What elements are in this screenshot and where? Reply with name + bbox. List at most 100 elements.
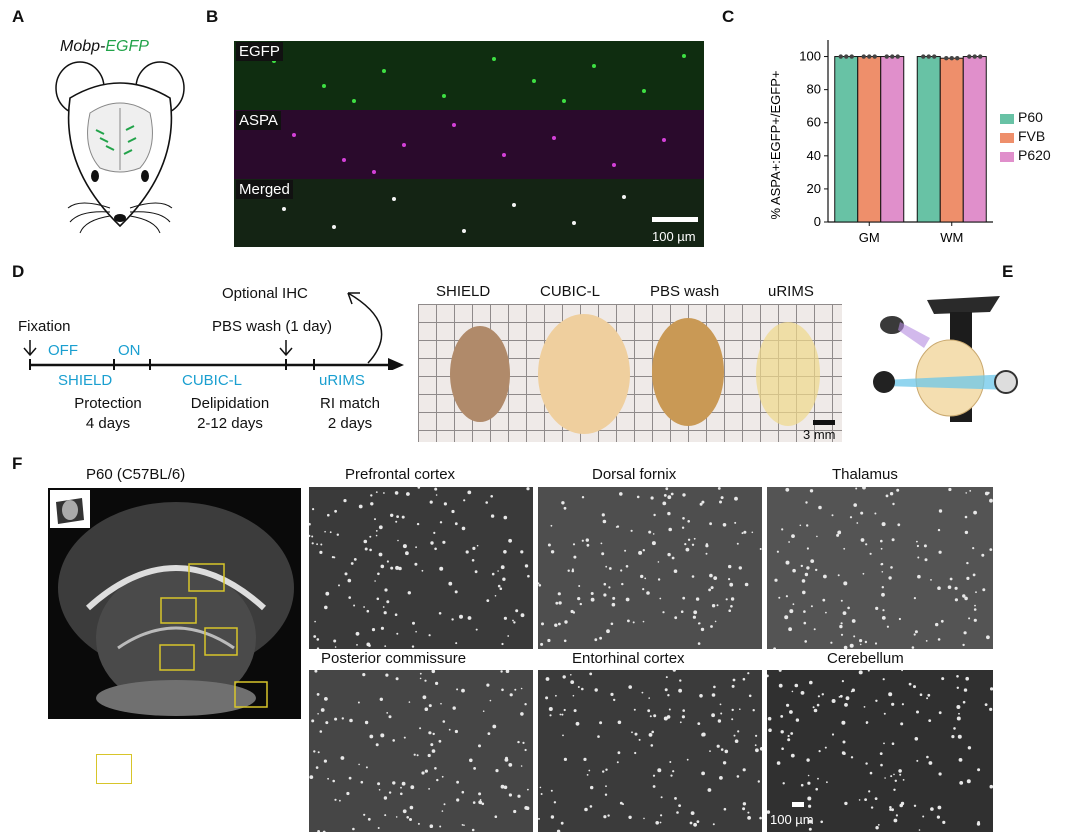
region-cells bbox=[538, 670, 762, 832]
stage-shield-action: Protection bbox=[74, 395, 142, 412]
legend-label: P620 bbox=[1018, 147, 1051, 163]
region-cells bbox=[538, 487, 762, 646]
photo-scalebar bbox=[813, 420, 835, 425]
chart-y-tick-label: 60 bbox=[807, 115, 821, 130]
stage-urims-duration: 2 days bbox=[327, 415, 373, 432]
egfp-cells bbox=[272, 54, 686, 103]
chart-bar bbox=[857, 56, 882, 223]
legend-swatch bbox=[1000, 114, 1014, 124]
stage-urims-desc: RI match 2 days bbox=[300, 394, 400, 434]
mouse-genotype-title: Mobp-EGFP bbox=[60, 38, 149, 56]
stage-shield-duration: 4 days bbox=[85, 415, 131, 432]
chart-y-tick-label: 80 bbox=[807, 82, 821, 97]
region-cells bbox=[309, 487, 530, 649]
on-label: ON bbox=[118, 342, 141, 359]
legend-label: P60 bbox=[1018, 109, 1043, 125]
brain-photos-grid bbox=[418, 304, 842, 442]
chart-y-axis-label: % ASPA+:EGFP+/EGFP+ bbox=[768, 71, 783, 220]
panel-label-d: D bbox=[12, 262, 25, 281]
chart-data-point bbox=[921, 54, 926, 59]
region-cells bbox=[773, 487, 993, 649]
chart-y-tick-label: 40 bbox=[807, 148, 821, 163]
region-image-fornix bbox=[538, 487, 762, 649]
stage-shield-name: SHIELD bbox=[58, 372, 113, 389]
panel-b-scalebar bbox=[652, 217, 698, 222]
region-image-entorhinal bbox=[538, 670, 762, 832]
mouse-head-illustration bbox=[55, 61, 185, 234]
chart-bars bbox=[834, 54, 987, 223]
overview-section-image bbox=[48, 488, 301, 719]
photo-label-urims: uRIMS bbox=[768, 283, 814, 300]
roi-box-cerebellum bbox=[96, 754, 132, 784]
chart-data-point bbox=[967, 54, 972, 59]
panel-label-c: C bbox=[722, 7, 735, 26]
aspa-cells bbox=[292, 123, 666, 174]
inset-thumbnail-art bbox=[56, 498, 84, 524]
panel-label-b: B bbox=[206, 7, 219, 26]
chart-bar bbox=[962, 56, 987, 223]
stage-urims-name: uRIMS bbox=[319, 372, 365, 389]
chart-data-point bbox=[867, 54, 872, 59]
photo-scalebar-label: 3 mm bbox=[803, 427, 836, 442]
chart-bar bbox=[939, 57, 964, 223]
merged-strip bbox=[234, 179, 704, 247]
panel-label-e: E bbox=[1002, 262, 1014, 281]
region-title-prefrontal: Prefrontal cortex bbox=[345, 466, 456, 483]
chart-data-point bbox=[955, 56, 960, 61]
pbs-wash-label: PBS wash (1 day) bbox=[212, 318, 333, 335]
chart-data-point bbox=[861, 54, 866, 59]
overview-scalebar-label: 1 mm bbox=[257, 809, 290, 824]
chart-bar bbox=[880, 56, 905, 223]
timeline-diagram bbox=[23, 292, 404, 370]
chart-y-tick-label: 0 bbox=[814, 214, 821, 229]
merged-label: Merged bbox=[236, 180, 293, 199]
legend-swatch bbox=[1000, 133, 1014, 143]
overview-title: P60 (C57BL/6) bbox=[86, 466, 186, 483]
inset-thumbnail bbox=[50, 490, 90, 528]
chart-data-point bbox=[926, 54, 931, 59]
stage-cubic-duration: 2-12 days bbox=[197, 415, 263, 432]
region-cells bbox=[309, 670, 530, 832]
region-title-posterior-commissure: Posterior commissure bbox=[321, 650, 467, 667]
chart-data-point bbox=[884, 54, 889, 59]
aspa-strip bbox=[234, 110, 704, 179]
merged-cells bbox=[282, 195, 626, 233]
region-cells bbox=[767, 670, 993, 831]
photo-label-pbs: PBS wash bbox=[650, 283, 720, 300]
overview-section bbox=[58, 502, 294, 716]
optional-ihc-label: Optional IHC bbox=[222, 285, 308, 302]
off-label: OFF bbox=[48, 342, 78, 359]
stage-cubic-name: CUBIC-L bbox=[182, 372, 243, 389]
genotype-prefix: Mobp- bbox=[60, 38, 106, 55]
aspa-label: ASPA bbox=[236, 111, 281, 130]
region-scalebar bbox=[792, 802, 804, 807]
stage-cubic-desc: Delipidation 2-12 days bbox=[165, 394, 295, 434]
region-image-thalamus bbox=[767, 487, 993, 649]
chart-data-point bbox=[972, 54, 977, 59]
legend-label: FVB bbox=[1018, 128, 1046, 144]
region-title-cerebellum: Cerebellum bbox=[827, 650, 904, 667]
chart-data-point bbox=[949, 56, 954, 61]
chart-y-tick-label: 100 bbox=[799, 49, 821, 64]
stage-urims-action: RI match bbox=[319, 395, 380, 412]
region-scalebar-label: 100 µm bbox=[770, 812, 814, 827]
chart-x-tick-label: WM bbox=[940, 230, 963, 245]
chart-data-point bbox=[838, 54, 843, 59]
chart-data-point bbox=[872, 54, 877, 59]
fixation-label: Fixation bbox=[18, 318, 71, 335]
region-image-prefrontal bbox=[309, 487, 533, 649]
chart-data-point bbox=[849, 54, 854, 59]
region-image-posterior-commissure bbox=[309, 670, 533, 832]
region-image-cerebellum bbox=[767, 670, 993, 832]
chart-bar bbox=[916, 56, 941, 223]
stage-cubic-action: Delipidation bbox=[190, 395, 270, 412]
egfp-strip bbox=[234, 41, 704, 110]
chart-ticks: 0 20 40 60 80 100 GM WM bbox=[799, 49, 963, 245]
photo-label-cubic: CUBIC-L bbox=[540, 283, 601, 300]
genotype-suffix: EGFP bbox=[105, 38, 149, 55]
aspa-bar-chart: % ASPA+:EGFP+/EGFP+ 0 20 40 60 80 100 GM WM bbox=[768, 40, 993, 245]
overview-scalebar bbox=[266, 801, 288, 806]
chart-data-point bbox=[978, 54, 983, 59]
chart-x-tick-label: GM bbox=[859, 230, 880, 245]
region-title-thalamus: Thalamus bbox=[832, 466, 898, 483]
